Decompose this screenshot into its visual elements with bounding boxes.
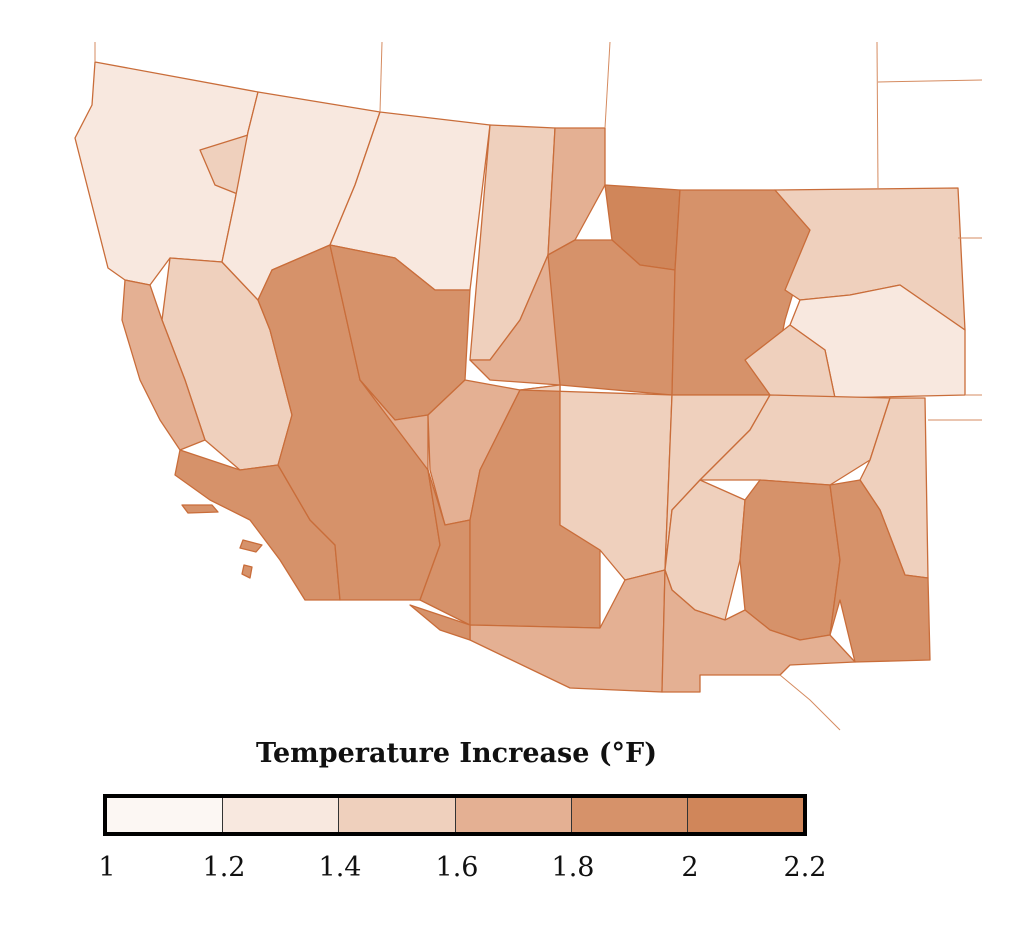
region-nm-east xyxy=(829,479,931,663)
legend-tick-label: 1 xyxy=(98,852,116,883)
region-ca-island-2 xyxy=(239,539,263,553)
legend-bin xyxy=(223,798,340,832)
legend-bin xyxy=(455,798,572,832)
region-nm-central xyxy=(739,479,841,641)
region-nm-south xyxy=(661,569,856,693)
legend-bin xyxy=(687,798,804,832)
legend-tick-label: 1.6 xyxy=(435,852,479,883)
region-ca-island-3 xyxy=(241,564,253,579)
region-ut-southwest xyxy=(469,254,561,386)
legend-bin xyxy=(339,798,456,832)
border-rio-grande xyxy=(779,674,841,731)
legend-title: Temperature Increase (°F) xyxy=(255,738,658,769)
region-ca-central-coast xyxy=(121,279,206,451)
border-north-3 xyxy=(604,41,611,129)
region-ca-island-1 xyxy=(181,504,219,514)
border-north-4 xyxy=(876,41,879,189)
border-east-1 xyxy=(877,79,983,83)
legend-tick-label: 2.2 xyxy=(783,852,827,883)
legend-tick-label: 1.8 xyxy=(551,852,595,883)
legend-tick-label: 1.2 xyxy=(202,852,246,883)
legend-color-bar xyxy=(103,794,807,836)
legend-tick-label: 2 xyxy=(681,852,699,883)
region-ca-south-coast xyxy=(174,449,341,601)
region-az-southwest xyxy=(409,604,471,641)
legend-bin xyxy=(107,798,224,832)
border-north-2 xyxy=(379,41,383,113)
region-ut-wasatch xyxy=(547,127,606,256)
legend-bin xyxy=(571,798,688,832)
southwest-temperature-map xyxy=(74,41,983,731)
legend-tick-label: 1.4 xyxy=(318,852,362,883)
